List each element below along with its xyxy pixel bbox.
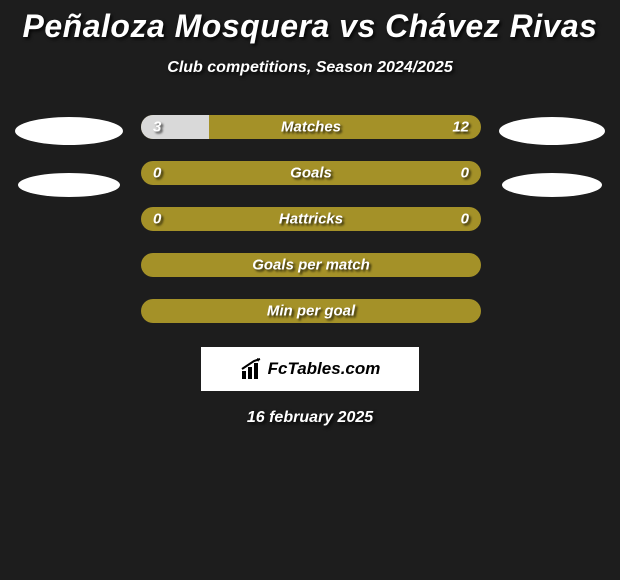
team-badge-placeholder bbox=[502, 173, 602, 197]
stat-label: Goals per match bbox=[252, 257, 370, 274]
comparison-container: Peñaloza Mosquera vs Chávez Rivas Club c… bbox=[0, 0, 620, 427]
bar-fill-left bbox=[141, 115, 209, 139]
date-text: 16 february 2025 bbox=[0, 409, 620, 427]
stat-label: Matches bbox=[281, 119, 341, 136]
stat-value-left: 0 bbox=[153, 165, 161, 182]
stats-bars-column: 3 Matches 12 0 Goals 0 0 Hattricks 0 Goa… bbox=[141, 115, 481, 323]
stat-label: Goals bbox=[290, 165, 332, 182]
stat-value-right: 12 bbox=[452, 119, 469, 136]
stat-bar-min-per-goal: Min per goal bbox=[141, 299, 481, 323]
left-avatar-column bbox=[15, 115, 123, 197]
page-title: Peñaloza Mosquera vs Chávez Rivas bbox=[0, 8, 620, 45]
player-avatar-placeholder bbox=[499, 117, 605, 145]
right-avatar-column bbox=[499, 115, 605, 197]
player-avatar-placeholder bbox=[15, 117, 123, 145]
stat-bar-hattricks: 0 Hattricks 0 bbox=[141, 207, 481, 231]
brand-text: FcTables.com bbox=[268, 359, 381, 379]
content-row: 3 Matches 12 0 Goals 0 0 Hattricks 0 Goa… bbox=[0, 115, 620, 323]
stat-value-right: 0 bbox=[461, 211, 469, 228]
stat-label: Hattricks bbox=[279, 211, 343, 228]
stat-bar-goals: 0 Goals 0 bbox=[141, 161, 481, 185]
subtitle: Club competitions, Season 2024/2025 bbox=[0, 59, 620, 77]
team-badge-placeholder bbox=[18, 173, 120, 197]
stat-value-left: 0 bbox=[153, 211, 161, 228]
stat-label: Min per goal bbox=[267, 303, 355, 320]
stat-value-right: 0 bbox=[461, 165, 469, 182]
stat-value-left: 3 bbox=[153, 119, 161, 136]
stat-bar-goals-per-match: Goals per match bbox=[141, 253, 481, 277]
stat-bar-matches: 3 Matches 12 bbox=[141, 115, 481, 139]
chart-icon bbox=[240, 357, 264, 381]
brand-box[interactable]: FcTables.com bbox=[201, 347, 419, 391]
